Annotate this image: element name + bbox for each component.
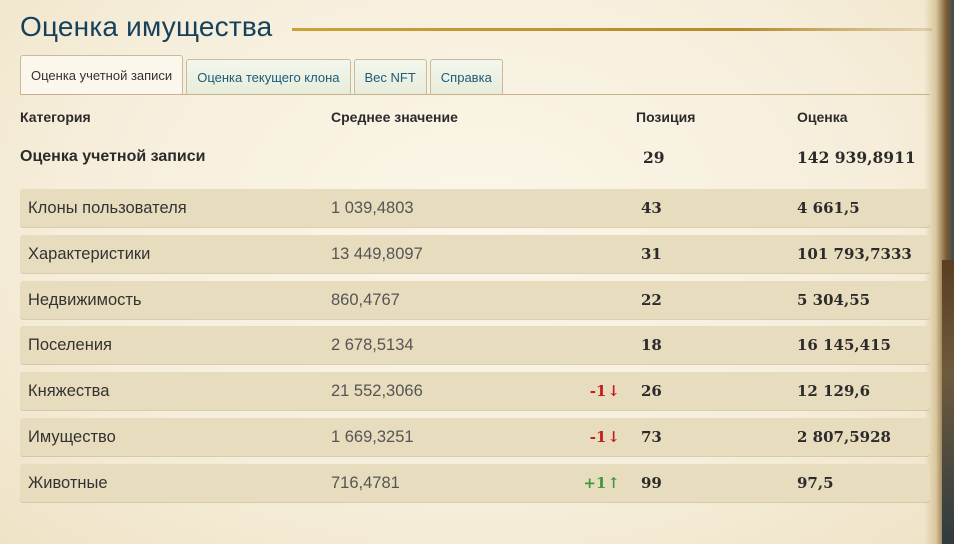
row-change: -1↓ bbox=[590, 372, 620, 410]
summary-label: Оценка учетной записи bbox=[20, 148, 206, 165]
row-change: +1↑ bbox=[583, 464, 620, 502]
row-position: 73 bbox=[641, 427, 662, 446]
row-average: 860,4767 bbox=[331, 290, 400, 309]
tab-nft-weight[interactable]: Вес NFT bbox=[353, 59, 427, 95]
row-score: 16 145,415 bbox=[797, 336, 891, 355]
tab-bar: Оценка учетной записи Оценка текущего кл… bbox=[20, 55, 506, 95]
row-score: 5 304,55 bbox=[797, 290, 871, 309]
row-position: 43 bbox=[641, 199, 662, 217]
row-category: Княжества bbox=[28, 382, 110, 401]
row-position: 22 bbox=[641, 290, 662, 309]
row-score: 101 793,7333 bbox=[797, 244, 912, 263]
arrow-down-icon: ↓ bbox=[607, 382, 620, 401]
score-table: Клоны пользователя 1 039,4803 43 4 661,5… bbox=[20, 189, 930, 510]
arrow-down-icon: ↓ bbox=[607, 427, 620, 446]
row-score: 97,5 bbox=[797, 473, 834, 492]
tab-current-clone-score[interactable]: Оценка текущего клона bbox=[186, 59, 351, 95]
row-average: 1 039,4803 bbox=[331, 199, 414, 217]
change-value: -1 bbox=[589, 427, 607, 446]
row-average: 13 449,8097 bbox=[331, 244, 423, 263]
row-position: 26 bbox=[641, 382, 662, 401]
row-category: Клоны пользователя bbox=[28, 199, 187, 217]
header-category: Категория bbox=[20, 109, 91, 125]
row-average: 21 552,3066 bbox=[331, 382, 423, 401]
row-category: Имущество bbox=[28, 427, 116, 446]
row-change: -1↓ bbox=[590, 418, 620, 456]
summary-position: 29 bbox=[643, 148, 665, 167]
header-position: Позиция bbox=[636, 109, 696, 125]
row-position: 18 bbox=[641, 336, 662, 355]
table-row: Княжества 21 552,3066 -1↓ 26 12 129,6 bbox=[20, 372, 930, 411]
row-score: 12 129,6 bbox=[797, 382, 871, 401]
table-row: Недвижимость 860,4767 22 5 304,55 bbox=[20, 280, 930, 319]
row-score: 4 661,5 bbox=[797, 199, 860, 217]
header-average: Среднее значение bbox=[331, 109, 458, 125]
tab-divider bbox=[20, 94, 930, 95]
table-row: Поселения 2 678,5134 18 16 145,415 bbox=[20, 326, 930, 365]
header-score: Оценка bbox=[797, 109, 848, 125]
table-row: Имущество 1 669,3251 -1↓ 73 2 807,5928 bbox=[20, 417, 930, 456]
table-row: Животные 716,4781 +1↑ 99 97,5 bbox=[20, 463, 930, 502]
row-category: Недвижимость bbox=[28, 290, 142, 309]
arrow-up-icon: ↑ bbox=[607, 473, 620, 492]
row-average: 716,4781 bbox=[331, 473, 400, 492]
row-category: Животные bbox=[28, 473, 108, 492]
change-value: -1 bbox=[589, 382, 607, 401]
row-position: 31 bbox=[641, 244, 662, 263]
row-category: Поселения bbox=[28, 336, 112, 355]
table-row: Характеристики 13 449,8097 31 101 793,73… bbox=[20, 234, 930, 273]
row-average: 2 678,5134 bbox=[331, 336, 414, 355]
row-score: 2 807,5928 bbox=[797, 427, 891, 446]
row-category: Характеристики bbox=[28, 244, 151, 263]
row-position: 99 bbox=[641, 473, 662, 492]
title-underline bbox=[292, 28, 932, 31]
row-average: 1 669,3251 bbox=[331, 427, 414, 446]
summary-score: 142 939,8911 bbox=[797, 148, 916, 167]
page-title: Оценка имущества bbox=[20, 11, 273, 42]
tab-account-score[interactable]: Оценка учетной записи bbox=[20, 55, 184, 95]
tab-help[interactable]: Справка bbox=[429, 59, 503, 95]
table-row: Клоны пользователя 1 039,4803 43 4 661,5 bbox=[20, 189, 930, 227]
change-value: +1 bbox=[583, 473, 607, 492]
